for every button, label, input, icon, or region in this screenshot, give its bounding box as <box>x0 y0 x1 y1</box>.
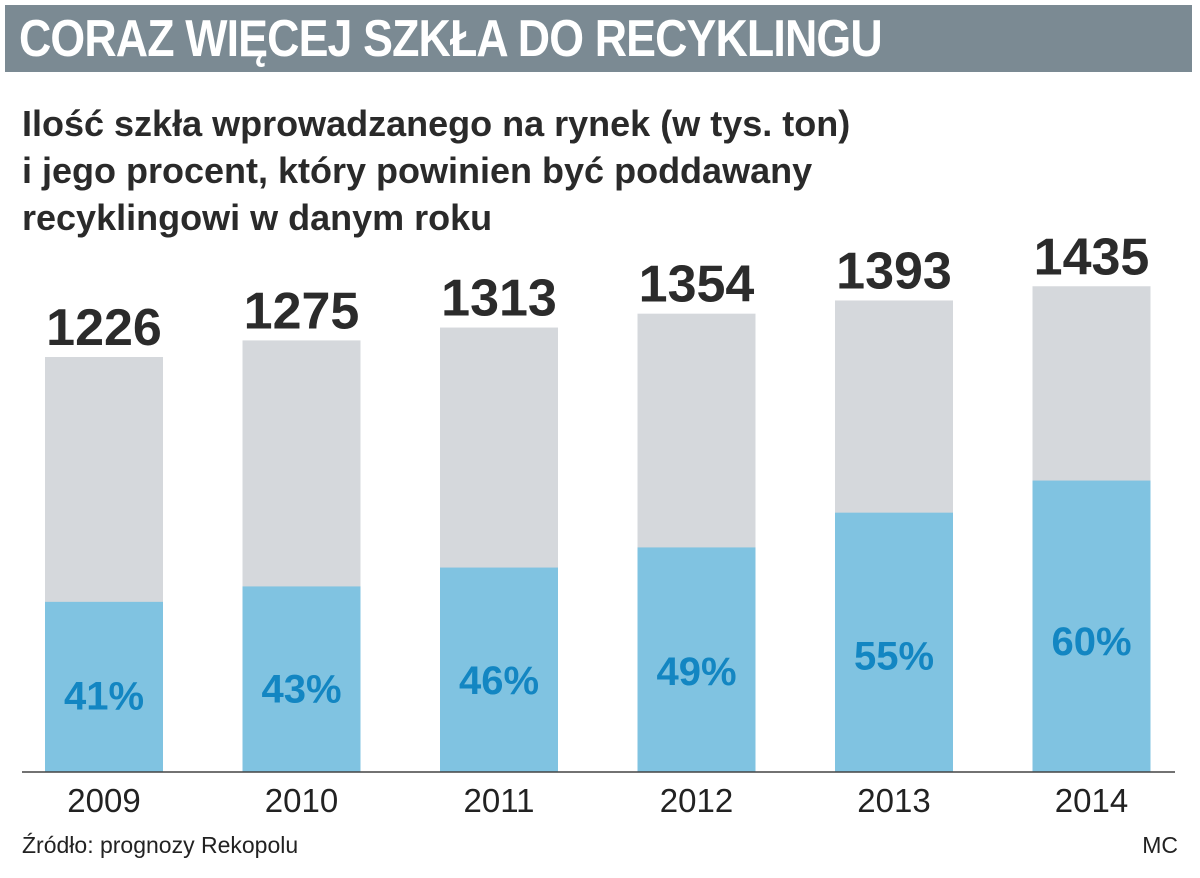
x-tick-label: 2011 <box>464 782 535 819</box>
percent-label: 49% <box>656 650 736 694</box>
author-credit: MC <box>1142 832 1178 858</box>
x-tick-label: 2013 <box>857 782 930 819</box>
subtitle-line: recyklingowi w danym roku <box>22 197 493 238</box>
x-tick-label: 2009 <box>67 782 140 819</box>
bar-recycled <box>242 586 361 772</box>
total-value-label: 1313 <box>441 270 557 328</box>
subtitle-line: i jego procent, który powinien być podda… <box>22 150 813 191</box>
x-tick-label: 2014 <box>1055 782 1128 819</box>
bar-recycled <box>637 547 756 772</box>
bar-recycled <box>440 567 558 772</box>
total-value-label: 1226 <box>46 299 162 357</box>
percent-label: 55% <box>854 634 934 678</box>
percent-label: 41% <box>64 674 144 718</box>
percent-label: 43% <box>261 667 341 711</box>
total-value-label: 1393 <box>836 242 952 300</box>
total-value-label: 1354 <box>639 256 755 314</box>
chart-title: CORAZ WIĘCEJ SZKŁA DO RECYKLINGU <box>19 10 883 68</box>
x-tick-label: 2010 <box>265 782 338 819</box>
bar-recycled <box>1032 480 1151 772</box>
bar-recycled <box>45 601 163 772</box>
total-value-label: 1435 <box>1034 228 1150 286</box>
title-bar: CORAZ WIĘCEJ SZKŁA DO RECYKLINGU <box>5 5 1192 72</box>
total-value-label: 1275 <box>244 282 360 340</box>
percent-label: 46% <box>459 659 539 703</box>
subtitle-line: Ilość szkła wprowadzanego na rynek (w ty… <box>22 103 851 144</box>
chart-subtitle: Ilość szkła wprowadzanego na rynek (w ty… <box>22 100 1022 241</box>
bar-recycled <box>835 512 953 772</box>
percent-label: 60% <box>1051 620 1131 664</box>
source-note: Źródło: prognozy Rekopolu <box>22 832 299 858</box>
x-tick-label: 2012 <box>660 782 733 819</box>
